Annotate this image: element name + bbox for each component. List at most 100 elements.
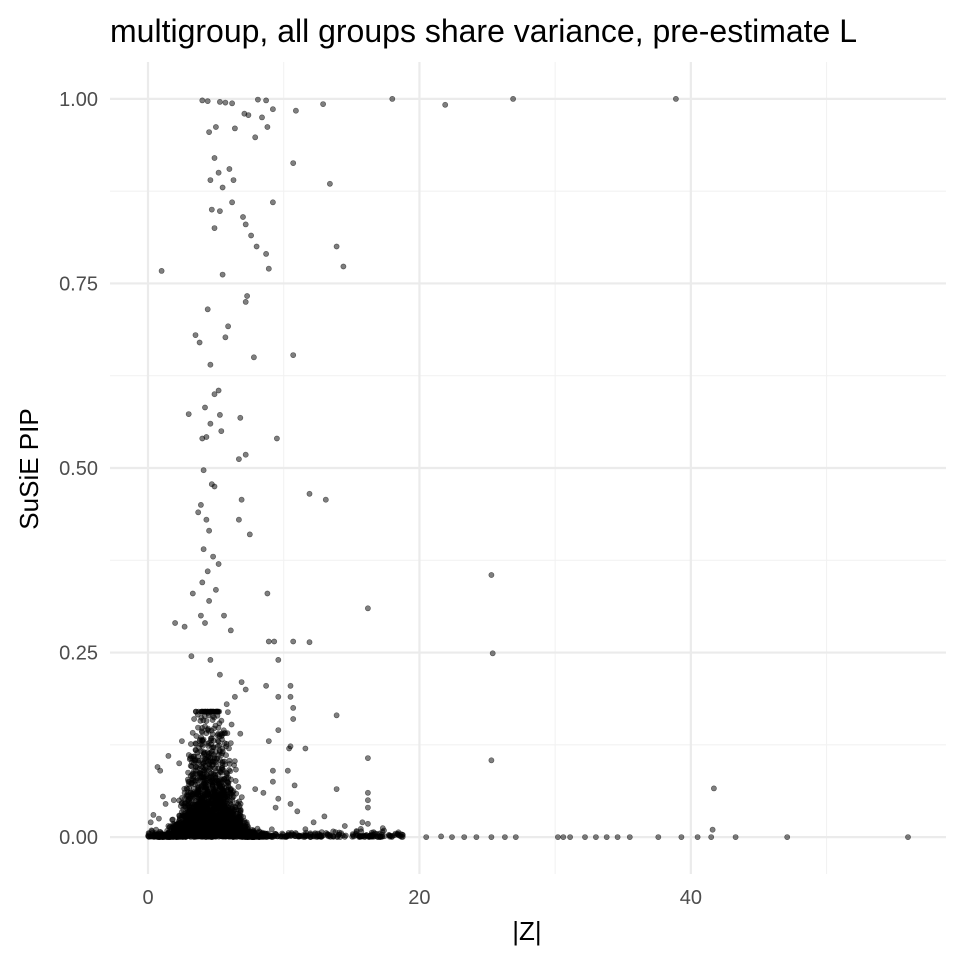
- scatter-point: [273, 435, 280, 442]
- scatter-point: [176, 760, 183, 767]
- scatter-point: [284, 767, 291, 774]
- scatter-point: [211, 714, 217, 721]
- scatter-point: [213, 784, 220, 790]
- scatter-point: [198, 810, 205, 817]
- scatter-point: [211, 391, 218, 398]
- scatter-point: [194, 806, 201, 813]
- scatter-point: [242, 298, 249, 305]
- scatter-point: [215, 561, 222, 567]
- scatter-point: [226, 767, 232, 773]
- scatter-point: [614, 834, 621, 840]
- scatter-point: [235, 456, 242, 462]
- scatter-point: [202, 723, 208, 730]
- scatter-point: [288, 831, 295, 837]
- scatter-point: [322, 496, 329, 503]
- scatter-point: [222, 334, 229, 341]
- scatter-point: [461, 834, 468, 840]
- scatter-point: [159, 793, 166, 800]
- scatter-point: [147, 819, 154, 826]
- scatter-point: [216, 411, 223, 418]
- scatter-point: [192, 763, 199, 770]
- scatter-point: [325, 831, 332, 838]
- scatter-point: [208, 741, 214, 748]
- scatter-point: [488, 757, 495, 764]
- scatter-point: [237, 730, 244, 737]
- scatter-point: [512, 834, 519, 840]
- scatter-point: [246, 531, 253, 538]
- scatter-point: [163, 832, 170, 839]
- scatter-point: [150, 812, 157, 818]
- scatter-point: [206, 129, 212, 135]
- scatter-point: [272, 804, 279, 811]
- scatter-point: [188, 653, 195, 660]
- scatter-point: [275, 727, 282, 733]
- scatter-point: [206, 527, 212, 534]
- scatter-point: [260, 789, 267, 796]
- y-tick-label: 0.75: [59, 273, 98, 295]
- scatter-point: [357, 832, 364, 839]
- scatter-point: [153, 826, 159, 833]
- scatter-point: [212, 722, 219, 729]
- scatter-point: [218, 797, 225, 804]
- scatter-point: [189, 776, 196, 782]
- scatter-point: [269, 106, 276, 113]
- scatter-point: [290, 160, 297, 166]
- scatter-point: [321, 813, 328, 820]
- scatter-point: [202, 620, 208, 626]
- scatter-point: [290, 638, 297, 645]
- scatter-point: [709, 826, 716, 833]
- scatter-point: [208, 818, 214, 824]
- scatter-point: [225, 323, 231, 330]
- chart-title: multigroup, all groups share variance, p…: [110, 13, 857, 49]
- scatter-point: [210, 553, 216, 560]
- scatter-point: [263, 250, 269, 257]
- scatter-point: [185, 411, 192, 417]
- x-axis-title: |Z|: [512, 916, 541, 946]
- scatter-point: [185, 769, 191, 776]
- scatter-point: [196, 818, 203, 824]
- y-axis-title: SuSiE PIP: [14, 408, 44, 529]
- scatter-point: [226, 757, 233, 764]
- scatter-point: [694, 834, 701, 840]
- scatter-point: [275, 693, 282, 700]
- y-tick-label: 0.25: [59, 643, 98, 665]
- scatter-point: [330, 828, 337, 835]
- scatter-point: [366, 833, 373, 840]
- scatter-point: [213, 777, 220, 783]
- scatter-point: [205, 783, 211, 790]
- scatter-point: [193, 791, 200, 798]
- scatter-point: [199, 743, 206, 749]
- scatter-point: [216, 671, 223, 678]
- scatter-point: [233, 831, 240, 837]
- scatter-point: [655, 834, 662, 840]
- scatter-point: [342, 832, 349, 839]
- scatter-point: [216, 831, 223, 838]
- scatter-point: [271, 638, 278, 645]
- scatter-point: [244, 293, 250, 299]
- scatter-point: [242, 221, 249, 228]
- scatter-point: [196, 339, 203, 346]
- scatter-point: [204, 568, 211, 575]
- scatter-point: [242, 686, 249, 693]
- scatter-point: [231, 693, 238, 700]
- scatter-point: [626, 834, 633, 840]
- scatter-point: [232, 778, 239, 784]
- y-axis-ticks: 0.00 0.25 0.50 0.75 1.00: [59, 89, 98, 849]
- scatter-point: [302, 745, 309, 752]
- scatter-point: [253, 243, 260, 250]
- scatter-point: [215, 765, 222, 772]
- scatter-point: [290, 705, 297, 711]
- scatter-point: [207, 758, 214, 765]
- scatter-point: [209, 708, 216, 715]
- scatter-point: [195, 724, 201, 731]
- scatter-point: [222, 99, 229, 106]
- scatter-point: [239, 830, 245, 837]
- scatter-point: [165, 823, 172, 829]
- scatter-point: [197, 612, 204, 619]
- scatter-point: [192, 747, 199, 754]
- scatter-point: [784, 834, 791, 840]
- scatter-point: [207, 361, 214, 368]
- scatter-point: [333, 243, 340, 250]
- scatter-point: [180, 806, 187, 813]
